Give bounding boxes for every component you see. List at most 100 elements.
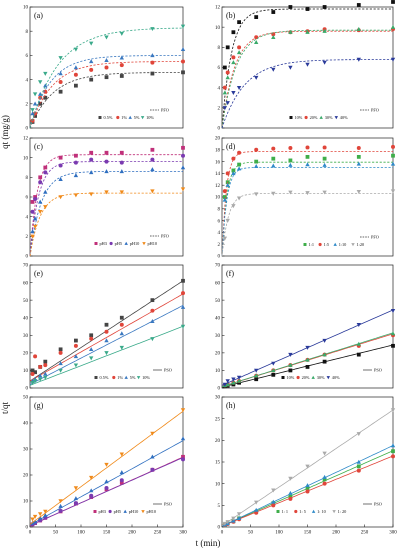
y-tick-label: 30: [215, 334, 221, 339]
data-point: [356, 459, 361, 464]
x-tick-label: 50: [248, 531, 254, 536]
data-point: [38, 512, 43, 517]
data-point: [104, 57, 109, 62]
data-point: [322, 190, 327, 195]
data-point: [271, 146, 276, 151]
data-point: [322, 477, 327, 482]
y-tick-label: 10: [23, 6, 29, 11]
data-point: [30, 371, 35, 376]
x-tick-label: 100: [275, 531, 283, 536]
y-tick-label: 18: [215, 149, 221, 154]
legend-label: 1:10: [339, 242, 347, 247]
y-tick-label: 30: [23, 334, 29, 339]
data-point: [32, 92, 38, 97]
legend-marker: [123, 509, 127, 513]
data-point: [180, 165, 186, 170]
data-point: [150, 53, 155, 58]
data-point: [356, 323, 361, 328]
fit-line: [29, 305, 184, 385]
data-point: [73, 193, 79, 198]
panel-label: (e): [34, 269, 43, 278]
data-point: [254, 15, 259, 19]
data-point: [181, 278, 185, 283]
data-point: [288, 5, 293, 9]
data-point: [271, 191, 276, 196]
data-point: [222, 85, 227, 90]
panel-f: 0 10 20 30 40 50 60 70 (f) PSO 10% 20% 30% 40%: [215, 264, 396, 392]
data-point: [231, 30, 236, 35]
data-point: [73, 160, 78, 165]
data-point: [231, 60, 236, 65]
data-point: [391, 449, 395, 454]
data-point: [43, 509, 48, 514]
data-point: [150, 431, 155, 436]
data-point: [73, 354, 79, 359]
data-point: [150, 147, 155, 152]
legend-fit-label: PFO: [161, 234, 169, 239]
data-point: [254, 164, 259, 169]
legend-fit-label: PSO: [374, 368, 382, 373]
data-point: [181, 145, 185, 150]
plot-frame: [29, 6, 184, 129]
legend-label: 1%: [121, 115, 127, 120]
legend-label: pH10: [130, 241, 140, 246]
data-point: [58, 71, 63, 76]
data-point: [119, 452, 124, 457]
data-point: [305, 357, 310, 362]
data-point: [58, 89, 63, 94]
data-point: [104, 462, 109, 467]
legend: PSO 0.5% 1% 5% 10%: [94, 368, 172, 380]
legend-label: 10%: [146, 115, 154, 120]
legend-label: 5%: [134, 115, 140, 120]
data-point: [322, 60, 327, 65]
data-point: [322, 28, 327, 33]
y-tick-label: 10: [23, 500, 29, 505]
data-point: [43, 83, 48, 88]
y-tick-label: 40: [215, 316, 221, 321]
legend-marker: [112, 375, 116, 380]
data-point: [356, 432, 361, 437]
x-tick-label: 50: [53, 531, 59, 536]
legend-label: pH3: [100, 241, 107, 246]
legend-label: 20%: [302, 375, 310, 380]
data-point: [222, 382, 228, 387]
legend-marker: [351, 243, 355, 247]
legend-label: pH3: [99, 509, 106, 514]
data-point: [89, 170, 94, 175]
data-point: [254, 75, 259, 80]
legend-label: 1:5: [324, 242, 330, 247]
data-point: [236, 378, 242, 383]
y-tick-label: 10: [215, 482, 221, 487]
data-point: [38, 515, 43, 520]
y-tick-label: 0: [218, 255, 221, 260]
data-point: [181, 291, 185, 296]
legend-label: 1:20: [357, 242, 365, 247]
data-point: [104, 329, 109, 334]
legend-label: 0.5%: [100, 375, 109, 380]
data-point: [181, 457, 185, 462]
data-point: [119, 150, 124, 155]
y-tick-label: 10: [23, 156, 29, 161]
y-tick-label: 2: [26, 103, 29, 108]
data-point: [231, 377, 236, 382]
data-point: [254, 377, 259, 382]
data-point: [271, 10, 276, 14]
data-point: [104, 169, 109, 174]
legend: PFO 10% 20% 30% 40%: [289, 108, 379, 120]
series-1: [29, 153, 185, 257]
data-point: [74, 153, 78, 158]
fit-line: [221, 8, 393, 129]
data-point: [222, 197, 228, 202]
data-point: [356, 161, 361, 166]
data-point: [322, 352, 327, 357]
data-point: [150, 454, 155, 459]
data-point: [30, 111, 35, 116]
data-point: [305, 464, 310, 469]
x-tick-label: 200: [128, 531, 136, 536]
data-point: [288, 146, 293, 151]
data-point: [30, 517, 35, 522]
data-point: [356, 57, 361, 62]
data-point: [119, 480, 124, 485]
fit-line: [221, 161, 393, 257]
legend-marker: [128, 115, 132, 119]
